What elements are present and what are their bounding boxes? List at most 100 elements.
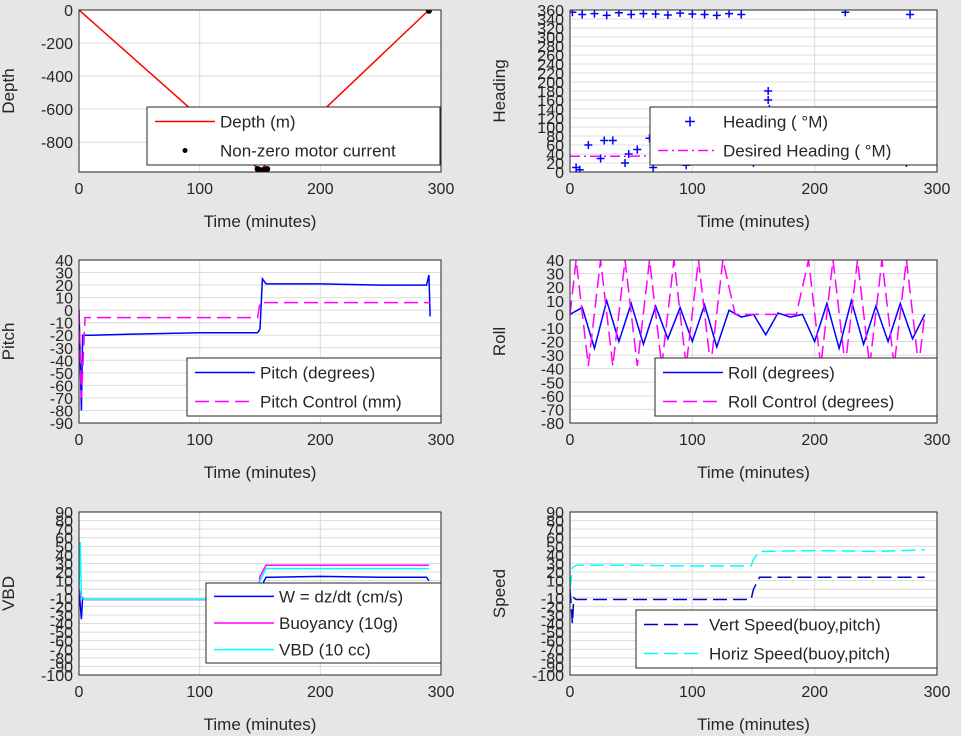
x-tick-label: 0 [566,684,575,701]
data-point [737,10,746,19]
x-tick-label: 200 [801,684,828,701]
y-tick-label: -100 [41,668,73,685]
y-tick-label: -30 [541,608,564,625]
legend-box [635,609,938,669]
y-tick-label: 0 [64,582,73,599]
data-point [725,10,734,18]
data-point [624,150,633,158]
data-point [608,136,617,145]
y-tick-label: 180 [537,84,564,101]
y-tick-label: -10 [50,316,73,333]
x-tick-label: 100 [186,684,213,701]
legend: Pitch (degrees) Pitch Control (mm) [186,357,442,417]
y-tick-label: -50 [541,625,564,642]
y-tick-label: 40 [546,548,564,565]
y-tick-label: 80 [546,129,564,146]
y-tick-label: -90 [50,659,73,676]
data-point [663,10,672,19]
y-tick-label: -600 [41,102,73,119]
y-tick-label: 10 [546,294,564,311]
data-point [578,10,587,19]
x-axis-label: Time (minutes) [697,463,810,482]
legend-label: Roll (degrees) [728,364,835,383]
legend-label: Vert Speed(buoy,pitch) [709,616,881,635]
data-point [764,96,773,104]
data-point [584,141,593,149]
y-tick-label: 20 [546,565,564,582]
y-tick-label: 20 [546,156,564,173]
y-tick-label: -50 [50,366,73,383]
y-tick-label: -800 [41,135,73,152]
series-group [570,548,925,624]
legend: Roll (degrees) Roll Control (degrees) [654,357,938,417]
axes-frame [569,511,938,676]
y-axis-label: Pitch [0,323,18,361]
x-tick-label: 0 [75,181,84,198]
data-point [602,11,611,20]
y-tick-label: 160 [537,93,564,110]
y-tick-label: -10 [50,591,73,608]
data-point [712,11,721,20]
y-tick-label: -30 [50,341,73,358]
y-axis-label: Heading [490,59,509,122]
y-tick-label: 10 [546,574,564,591]
x-tick-label: 0 [566,181,575,198]
y-tick-label: -200 [41,36,73,53]
y-tick-label: 70 [55,522,73,539]
chart-panel-3: 0 100 200 300403020100-10-20-30-40-50-60-70… [490,253,950,482]
legend-label: Depth (m) [220,113,296,132]
y-tick-label: 0 [64,3,73,20]
y-tick-label: -70 [50,642,73,659]
y-tick-label: -400 [41,69,73,86]
legend-box [186,357,442,417]
legend-box [649,106,938,166]
y-tick-label: 100 [537,120,564,137]
y-tick-label: -80 [541,416,564,433]
y-tick-label: 360 [537,3,564,20]
x-tick-label: 100 [186,181,213,198]
y-axis-label: Depth [0,68,18,113]
data-point [600,136,609,145]
chart-panel-2: 0 100 200 300403020100-10-20-30-40-50-60-70… [0,253,454,482]
y-tick-label: -40 [50,617,73,634]
series-group [79,10,432,172]
axes-frame [569,9,938,173]
y-tick-label: 120 [537,111,564,128]
y-tick-label: 60 [546,531,564,548]
x-axis-label: Time (minutes) [204,463,317,482]
x-tick-label: 200 [307,432,334,449]
y-tick-label: -50 [50,625,73,642]
series-line [570,576,925,624]
y-tick-label: 140 [537,102,564,119]
y-tick-label: -80 [541,651,564,668]
legend-label: Pitch (degrees) [260,364,375,383]
y-tick-label: 260 [537,48,564,65]
data-point [575,165,584,172]
y-tick-label: 60 [55,531,73,548]
y-tick-label: 20 [55,565,73,582]
y-tick-label: 40 [55,548,73,565]
data-point [621,159,630,167]
y-tick-label: 90 [546,505,564,522]
y-tick-label: 80 [55,514,73,531]
legend: Vert Speed(buoy,pitch) Horiz Speed(buoy,p… [635,609,938,669]
y-tick-label: -40 [541,362,564,379]
x-tick-label: 200 [801,432,828,449]
x-tick-label: 0 [75,684,84,701]
legend-label: Non-zero motor current [220,142,396,161]
y-tick-label: -60 [50,634,73,651]
data-point [841,10,850,17]
y-tick-label: 50 [55,539,73,556]
y-tick-label: -80 [50,403,73,420]
y-tick-label: 10 [55,574,73,591]
series-line [570,297,926,352]
legend-label: Pitch Control (mm) [260,393,402,412]
y-tick-label: 40 [546,147,564,164]
y-tick-label: 0 [555,582,564,599]
y-axis-label: Roll [490,327,509,356]
data-point [633,145,642,154]
legend: W = dz/dt (cm/s) Buoyancy (10g) VBD (10 cc… [205,582,442,664]
y-tick-label: -10 [541,321,564,338]
y-tick-label: -70 [541,402,564,419]
y-tick-label: -50 [541,375,564,392]
